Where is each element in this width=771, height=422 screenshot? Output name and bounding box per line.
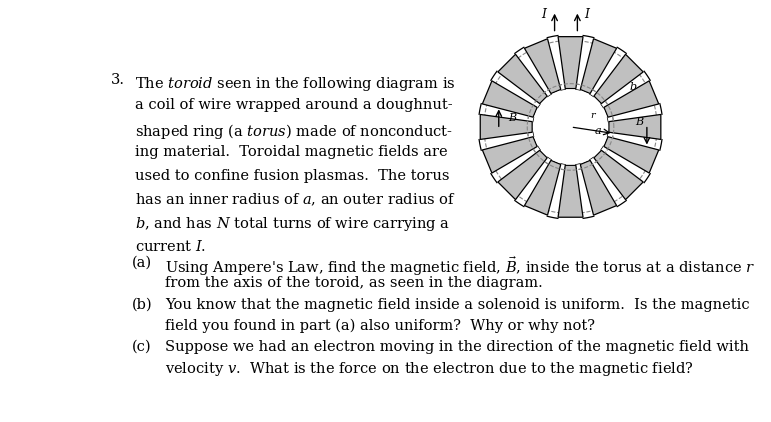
Text: (c): (c) (133, 340, 152, 354)
Text: B: B (635, 116, 644, 127)
Polygon shape (594, 54, 643, 103)
Text: I: I (584, 8, 589, 21)
Text: current $I$.: current $I$. (135, 239, 207, 254)
Text: $b$, and has $N$ total turns of wire carrying a: $b$, and has $N$ total turns of wire car… (135, 215, 450, 233)
Circle shape (533, 89, 608, 165)
Text: I: I (541, 8, 546, 21)
Polygon shape (558, 37, 583, 89)
Polygon shape (581, 160, 617, 215)
Text: b: b (629, 82, 636, 92)
Polygon shape (604, 137, 658, 173)
Text: 3.: 3. (111, 73, 126, 87)
Text: Using Ampere's Law, find the magnetic field, $\vec{B}$, inside the torus at a di: Using Ampere's Law, find the magnetic fi… (165, 255, 756, 279)
Text: Suppose we had an electron moving in the direction of the magnetic field with: Suppose we had an electron moving in the… (165, 340, 749, 354)
Polygon shape (609, 114, 661, 139)
Text: You know that the magnetic field inside a solenoid is uniform.  Is the magnetic: You know that the magnetic field inside … (165, 298, 749, 311)
Polygon shape (604, 81, 658, 117)
Text: r: r (590, 111, 594, 120)
Text: has an inner radius of $a$, an outer radius of: has an inner radius of $a$, an outer rad… (135, 192, 456, 208)
Text: velocity $v$.  What is the force on the electron due to the magnetic field?: velocity $v$. What is the force on the e… (165, 360, 694, 379)
Polygon shape (581, 39, 617, 94)
Polygon shape (498, 150, 547, 200)
Polygon shape (524, 39, 561, 94)
Text: (b): (b) (133, 298, 153, 311)
Polygon shape (524, 160, 561, 215)
Text: B: B (508, 113, 516, 123)
Text: The $\it{toroid}$ seen in the following diagram is: The $\it{toroid}$ seen in the following … (135, 75, 456, 93)
Text: a: a (594, 126, 601, 136)
Text: from the axis of the toroid, as seen in the diagram.: from the axis of the toroid, as seen in … (165, 276, 543, 290)
Polygon shape (558, 165, 583, 217)
Text: ing material.  Toroidal magnetic fields are: ing material. Toroidal magnetic fields a… (135, 145, 448, 159)
Text: used to confine fusion plasmas.  The torus: used to confine fusion plasmas. The toru… (135, 169, 449, 183)
Polygon shape (480, 114, 532, 139)
Text: (a): (a) (133, 255, 153, 269)
Polygon shape (594, 150, 643, 200)
Polygon shape (483, 137, 537, 173)
Polygon shape (483, 81, 537, 117)
Text: a coil of wire wrapped around a doughnut-: a coil of wire wrapped around a doughnut… (135, 98, 453, 112)
Text: field you found in part (a) also uniform?  Why or why not?: field you found in part (a) also uniform… (165, 318, 595, 333)
Text: shaped ring (a $\it{torus}$) made of nonconduct-: shaped ring (a $\it{torus}$) made of non… (135, 122, 453, 141)
Polygon shape (498, 54, 547, 103)
